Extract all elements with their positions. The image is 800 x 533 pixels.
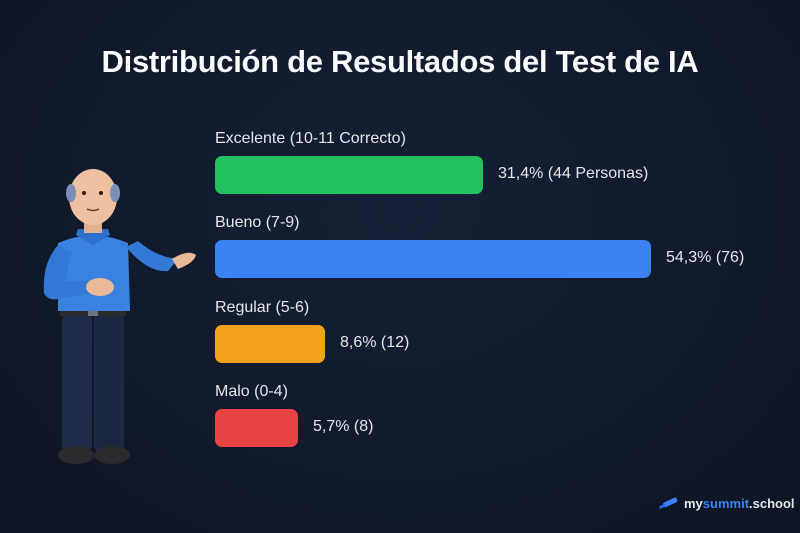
value-label: 31,4% (44 Personas): [498, 165, 649, 182]
category-label: Regular (5-6): [215, 299, 310, 316]
value-label: 5,7% (8): [313, 418, 374, 435]
category-label: Excelente (10-11 Correcto): [215, 130, 406, 147]
bar-malo: [215, 409, 298, 447]
chart-title: Distribución de Resultados del Test de I…: [101, 44, 699, 79]
bar-excelente: [215, 156, 483, 194]
presenter-character-icon: [43, 169, 196, 464]
brand-suffix: .school: [749, 496, 795, 511]
category-label: Malo (0-4): [215, 383, 288, 400]
telescope-icon: [659, 497, 678, 509]
bar-chart: Excelente (10-11 Correcto) 31,4% (44 Per…: [215, 0, 785, 533]
bar-regular: [215, 325, 325, 363]
category-label: Bueno (7-9): [215, 214, 300, 231]
value-label: 8,6% (12): [340, 334, 410, 351]
brand-logo: mysummit.school: [658, 496, 795, 511]
value-label: 54,3% (76): [666, 249, 745, 266]
presenter-illustration: [38, 163, 208, 468]
brand-prefix: my: [684, 496, 703, 511]
brand-highlight: summit: [702, 496, 750, 511]
bar-bueno: [215, 240, 651, 278]
